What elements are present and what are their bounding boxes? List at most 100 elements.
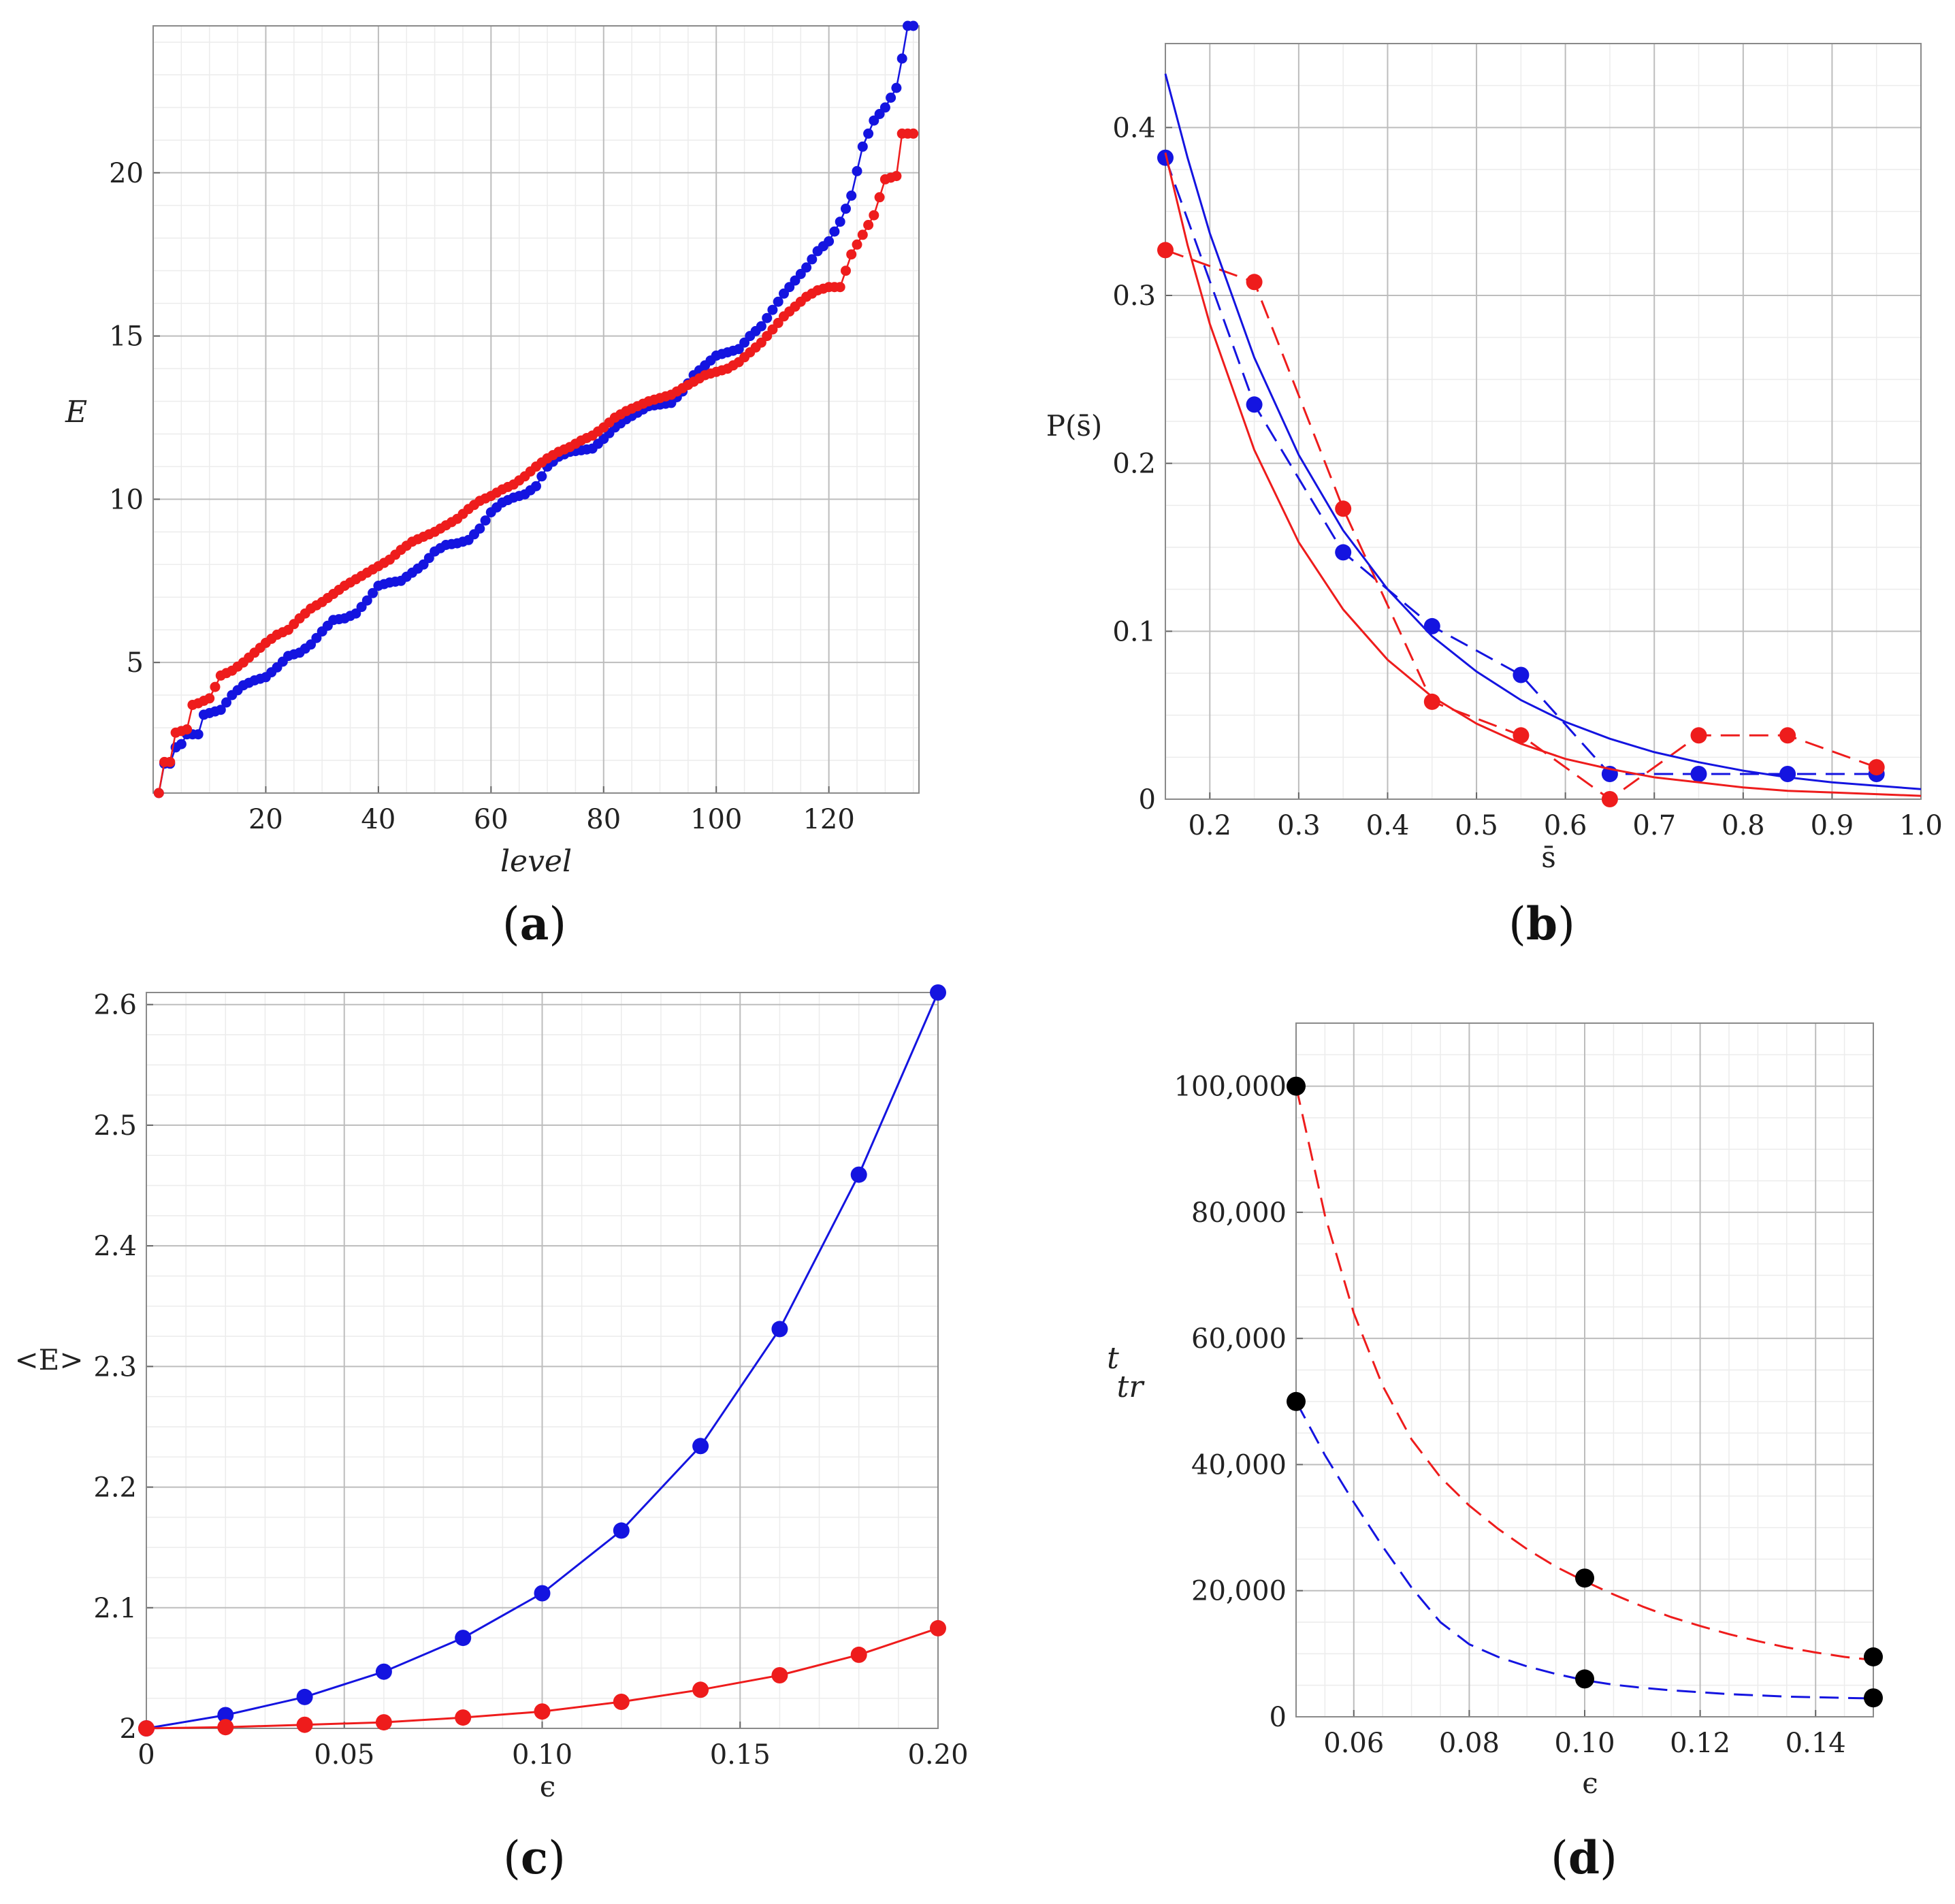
data-point [455,1630,472,1647]
y-tick-label: 20,000 [1191,1576,1287,1607]
panel-label-a: (a) [502,897,566,950]
axis-ticks: 20 40 60 80 100 120 5 10 15 20 [109,158,855,835]
series-red [138,1619,946,1737]
data-point [896,53,907,64]
data-point [455,1709,472,1726]
data-point [221,697,231,708]
data-point [217,1719,234,1736]
y-tick-label: 2.3 [93,1351,137,1383]
data-point [534,1703,551,1720]
data-point [835,282,845,293]
data-point [1246,396,1263,413]
y-tick-label: 5 [127,647,144,679]
data-point [1513,727,1530,744]
data-point [165,756,176,767]
y-axis-label-main: t [1107,1341,1119,1376]
x-tick-label: 0.10 [512,1739,572,1771]
data-point [531,481,541,491]
data-point [771,1667,788,1683]
data-point [692,1438,709,1455]
series-red-histogram [1157,242,1885,807]
data-point [835,216,845,227]
y-tick-label: 2 [120,1713,137,1745]
x-tick-label: 0.6 [1544,810,1587,841]
data-point [879,102,890,113]
series-line [1164,152,1922,797]
plot-frame [152,25,920,794]
x-tick-label: 120 [803,804,854,835]
data-point [138,1720,155,1737]
axis-ticks: 0 0.05 0.10 0.15 0.20 2 2.1 2.2 2.3 2.4 2.5 2.6 [93,990,968,1771]
data-point [771,1321,788,1338]
series-blue-fit [1164,74,1922,790]
data-point [846,190,857,201]
x-tick-label: 0.14 [1786,1728,1846,1759]
grid [146,993,939,1729]
data-point [1779,727,1796,744]
data-point [375,1663,392,1680]
data-point [361,595,372,606]
panel-label-c: (c) [503,1831,566,1884]
y-tick-label: 20 [109,158,144,189]
data-point [1575,1568,1594,1588]
panel-label-b: (b) [1508,897,1575,950]
data-point [930,984,946,1001]
data-point [1864,1647,1883,1666]
data-point [1690,727,1707,744]
series-blue [138,984,946,1737]
plot-area [1287,1076,1883,1708]
plot-frame [1165,43,1922,800]
data-point [841,204,851,214]
grid [1296,1022,1874,1717]
series-red-fit [1164,152,1922,797]
x-tick-label: 0.05 [314,1739,374,1771]
data-point [908,128,919,139]
data-point [480,515,491,526]
x-axis-label: ϵ [540,1770,556,1803]
panel-label-d: (d) [1551,1831,1617,1884]
data-point [536,471,547,482]
data-point [296,1716,313,1733]
data-point [891,171,902,182]
grid [152,26,919,794]
x-tick-label: 0 [138,1739,155,1771]
y-tick-label: 60,000 [1191,1323,1287,1355]
chart-panel-c: 0 0.05 0.10 0.15 0.20 2 2.1 2.2 2.3 2.4 2.5 2.6 ϵ <E>… [14,984,969,1884]
data-point [767,304,778,315]
data-point [1779,766,1796,782]
data-point [756,321,766,332]
x-tick-label: 0.5 [1455,810,1498,841]
x-tick-label: 0.12 [1670,1728,1730,1759]
x-tick-label: 0.3 [1277,810,1321,841]
series-line [158,25,914,794]
y-tick-label: 0 [1139,784,1156,816]
data-point [863,220,874,230]
plot-area [138,984,946,1737]
data-point [1601,791,1618,807]
plot-area [153,20,919,798]
data-point [613,1522,630,1539]
data-point [850,1166,867,1183]
chart-panel-d: 0.06 0.08 0.10 0.12 0.14 0 20,000 40,000 60,000 8… [1107,1022,1883,1884]
x-tick-label: 0.08 [1439,1728,1500,1759]
data-point [1287,1391,1306,1411]
x-tick-label: 100 [690,804,742,835]
series-line [1295,1401,1874,1700]
y-tick-label: 2.4 [93,1231,137,1262]
data-point [1423,617,1440,634]
data-point [1864,1688,1883,1708]
data-point [773,296,783,307]
data-point [807,254,818,265]
data-point [852,239,862,250]
x-tick-label: 0.20 [907,1739,968,1771]
data-point [1335,500,1352,517]
data-point [474,523,485,534]
data-point [375,1714,392,1731]
x-tick-label: 0.4 [1366,810,1410,841]
y-tick-label: 0.1 [1112,616,1156,647]
chart-panel-a: 20 40 60 80 100 120 5 10 15 20 level E (a) [65,20,920,950]
data-point [874,192,885,203]
series-line [1164,157,1877,775]
data-point [829,226,840,237]
grid [1165,43,1922,800]
